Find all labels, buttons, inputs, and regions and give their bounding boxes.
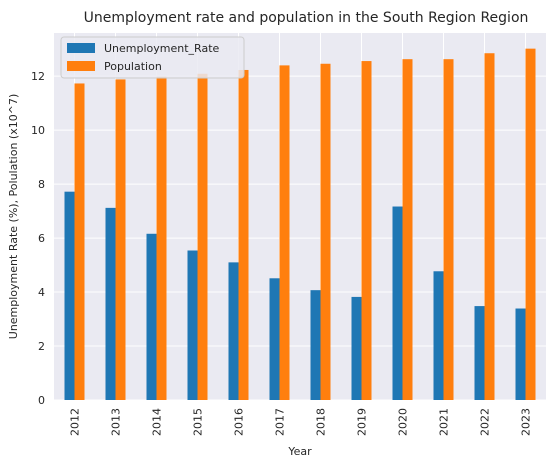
x-axis-label: Year: [287, 445, 312, 458]
y-tick-label: 0: [38, 394, 45, 407]
x-tick-label: 2012: [69, 408, 82, 436]
bar-unemployment-rate-2023: [515, 308, 526, 400]
bar-unemployment-rate-2012: [64, 191, 75, 400]
legend-swatch-population: [67, 61, 95, 71]
legend-label-unemployment-rate: Unemployment_Rate: [104, 42, 220, 55]
y-tick-label: 4: [38, 286, 45, 299]
x-tick-label: 2013: [110, 408, 123, 436]
x-tick-label: 2017: [274, 408, 287, 436]
bar-population-2012: [74, 83, 85, 401]
bar-population-2016: [238, 69, 249, 401]
x-tick-label: 2015: [192, 408, 205, 436]
bar-population-2020: [402, 59, 413, 401]
bar-unemployment-rate-2022: [474, 306, 485, 400]
bar-population-2018: [320, 63, 331, 400]
bar-population-2015: [197, 73, 208, 400]
legend-box: [60, 36, 245, 79]
y-tick-labels: 0 2 4 6 8 10 12: [31, 70, 45, 407]
bars: [64, 48, 536, 401]
x-tick-label: 2019: [356, 408, 369, 436]
x-tick-label: 2021: [438, 408, 451, 436]
plot-area: [54, 33, 546, 400]
legend-swatch-unemployment-rate: [67, 43, 95, 53]
x-tick-labels: 2012 2013 2014 2015 2016 2017 2018 2019 2020 2021…: [69, 408, 533, 436]
y-tick-label: 10: [31, 124, 45, 137]
bar-unemployment-rate-2017: [269, 278, 280, 400]
bar-unemployment-rate-2019: [351, 296, 362, 400]
bar-unemployment-rate-2013: [105, 207, 116, 400]
bar-unemployment-rate-2014: [146, 233, 157, 400]
bar-unemployment-rate-2016: [228, 262, 239, 400]
x-tick-label: 2020: [397, 408, 410, 436]
bar-unemployment-rate-2018: [310, 290, 321, 400]
x-tick-label: 2014: [151, 408, 164, 436]
bar-population-2023: [525, 48, 536, 401]
bar-population-2019: [361, 61, 372, 401]
bar-population-2021: [443, 59, 454, 401]
bar-population-2013: [115, 79, 126, 400]
bar-population-2017: [279, 65, 290, 400]
y-axis-label: Unemployment Rate (%), Polulation (x10^7…: [7, 94, 20, 339]
chart-title: Unemployment rate and population in the …: [84, 10, 529, 26]
y-tick-label: 8: [38, 178, 45, 191]
bar-unemployment-rate-2015: [187, 250, 198, 400]
x-tick-label: 2022: [479, 408, 492, 436]
x-tick-label: 2018: [315, 408, 328, 436]
legend-label-population: Population: [104, 60, 162, 73]
bar-unemployment-rate-2020: [392, 206, 403, 400]
x-tick-label: 2016: [233, 408, 246, 436]
bar-unemployment-rate-2021: [433, 271, 444, 400]
bar-population-2022: [484, 53, 495, 400]
y-tick-label: 2: [38, 340, 45, 353]
x-tick-label: 2023: [520, 408, 533, 436]
legend: Unemployment_Rate Population: [60, 36, 245, 79]
y-tick-label: 6: [38, 232, 45, 245]
bar-population-2014: [156, 76, 167, 400]
y-tick-label: 12: [31, 70, 45, 83]
